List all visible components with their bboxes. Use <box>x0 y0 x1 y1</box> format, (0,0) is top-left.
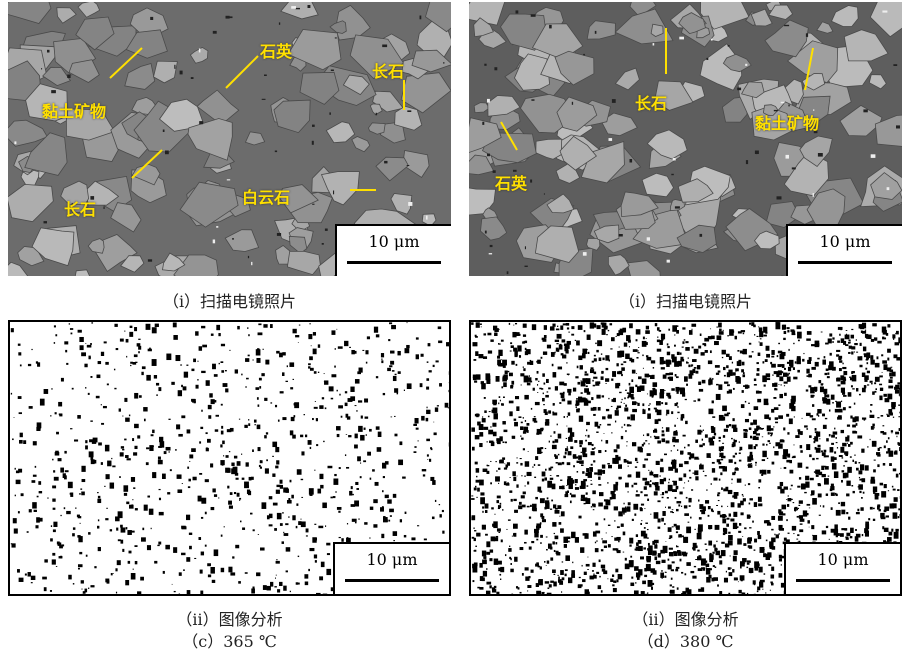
binary-image-d: 10 μm <box>469 320 902 596</box>
caption-d-bin: （ⅱ）图像分析 <box>632 610 739 629</box>
scale-bar-c-bin: 10 μm <box>333 542 449 594</box>
binary-texture-d <box>471 322 900 594</box>
pointer-line <box>109 47 143 79</box>
figure-label-d: （d）380 ℃ <box>637 632 734 651</box>
sem-image-c: 黏土矿物 石英 长石 长石 白云石 10 μm <box>8 2 451 276</box>
binary-image-c: 10 μm <box>8 320 451 596</box>
pointer-line <box>131 149 163 179</box>
label-feldspar-2: 长石 <box>64 200 97 219</box>
sem-texture-c <box>8 2 451 276</box>
scale-bar-text: 10 μm <box>368 232 420 251</box>
scale-bar-line <box>347 261 441 264</box>
sem-image-d: 长石 黏土矿物 石英 10 μm <box>469 2 902 276</box>
scale-bar-text: 10 μm <box>366 550 418 569</box>
label-feldspar-1: 长石 <box>372 62 405 81</box>
caption-d-sem: （ⅰ）扫描电镜照片 <box>618 292 753 311</box>
label-quartz: 石英 <box>495 174 528 193</box>
label-feldspar: 长石 <box>635 94 668 113</box>
scale-bar-text: 10 μm <box>819 232 871 251</box>
scale-bar-line <box>796 579 890 582</box>
scale-bar-d-bin: 10 μm <box>784 542 900 594</box>
scale-bar-c-sem: 10 μm <box>335 224 451 276</box>
scale-bar-d-sem: 10 μm <box>786 224 902 276</box>
label-clay-minerals: 黏土矿物 <box>42 102 107 121</box>
pointer-line <box>804 47 814 91</box>
label-dolomite: 白云石 <box>242 188 291 207</box>
caption-c-sem: （ⅰ）扫描电镜照片 <box>162 292 297 311</box>
pointer-line <box>500 121 518 151</box>
caption-c-bin: （ⅱ）图像分析 <box>176 610 283 629</box>
label-quartz: 石英 <box>260 42 293 61</box>
sem-texture-d <box>469 2 902 276</box>
scale-bar-line <box>345 579 439 582</box>
scale-bar-line <box>798 261 892 264</box>
figure-label-c: （c）365 ℃ <box>182 632 277 651</box>
label-clay-minerals: 黏土矿物 <box>755 114 820 133</box>
pointer-line <box>225 55 259 89</box>
scale-bar-text: 10 μm <box>817 550 869 569</box>
